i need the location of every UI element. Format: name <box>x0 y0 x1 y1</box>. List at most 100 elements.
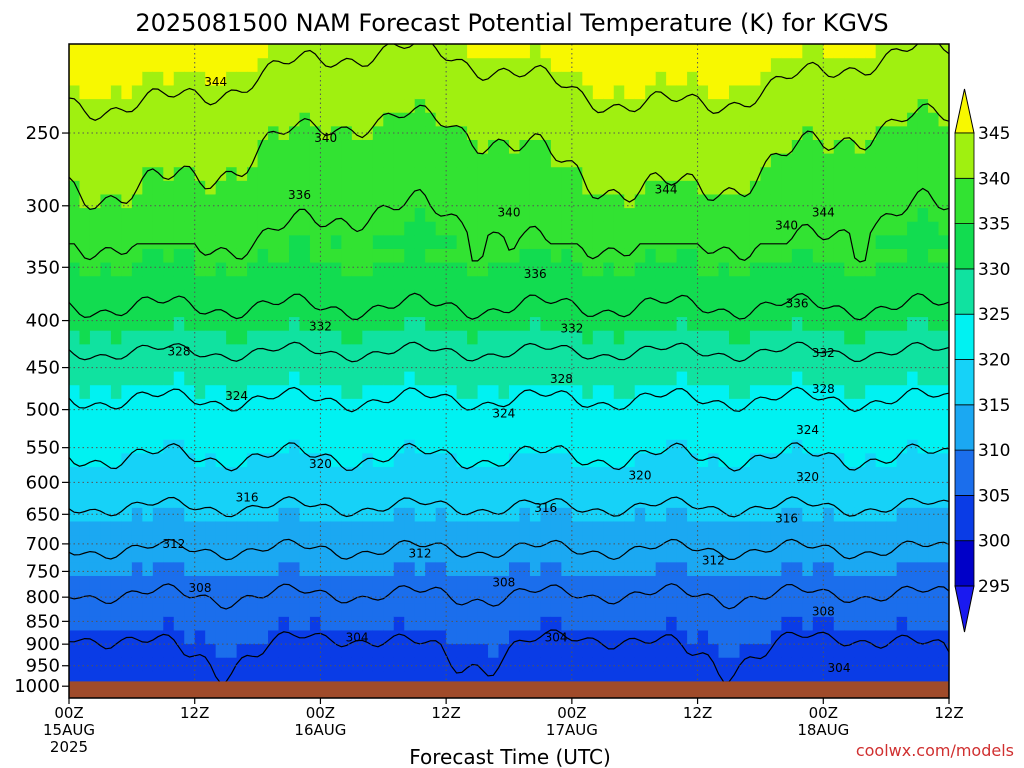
heatmap-cell <box>268 84 280 100</box>
contour-label-text: 320 <box>629 469 652 483</box>
heatmap-cell <box>404 248 416 263</box>
heatmap-cell <box>456 139 468 154</box>
heatmap-cell <box>79 139 91 154</box>
heatmap-cell <box>110 520 122 536</box>
heatmap-cell <box>770 112 782 127</box>
heatmap-cell <box>645 139 657 154</box>
heatmap-cell <box>844 425 856 440</box>
y-tick-label: 300 <box>26 196 60 217</box>
heatmap-cell <box>634 411 646 427</box>
heatmap-cell <box>749 180 762 195</box>
heatmap-cell <box>184 602 196 617</box>
credit-text[interactable]: coolwx.com/models <box>856 741 1014 760</box>
heatmap-cell <box>289 452 301 467</box>
heatmap-cell <box>938 657 949 672</box>
heatmap-cell <box>645 643 657 658</box>
heatmap-cell <box>844 302 856 318</box>
heatmap-cell <box>278 452 290 467</box>
heatmap-cell <box>739 289 751 304</box>
heatmap-cell <box>529 534 542 549</box>
heatmap-cell <box>907 248 919 263</box>
heatmap-cell <box>362 57 374 72</box>
heatmap-cell <box>330 343 342 358</box>
heatmap-cell <box>152 548 164 563</box>
heatmap-cell <box>477 193 489 209</box>
heatmap-cell <box>676 44 688 59</box>
heatmap-cell <box>561 166 573 181</box>
colorbar-swatch <box>954 177 975 225</box>
heatmap-cell <box>498 180 510 195</box>
heatmap-cell <box>194 139 206 154</box>
heatmap-cell <box>152 84 164 100</box>
heatmap-cell <box>69 452 81 467</box>
heatmap-cell <box>121 520 133 536</box>
heatmap-cell <box>289 411 301 427</box>
heatmap-cell <box>739 316 751 331</box>
heatmap-cell <box>603 629 615 645</box>
heatmap-cell <box>194 602 206 617</box>
heatmap-cell <box>247 275 259 290</box>
heatmap-cell <box>634 289 646 304</box>
heatmap-cell <box>613 234 625 249</box>
heatmap-cell <box>393 316 405 331</box>
heatmap-cell <box>226 44 238 59</box>
heatmap-cell <box>163 480 175 495</box>
heatmap-cell <box>184 316 196 331</box>
heatmap-cell <box>770 452 782 467</box>
heatmap-cell <box>509 466 521 481</box>
heatmap-cell <box>770 589 782 604</box>
heatmap-cell <box>205 439 217 454</box>
heatmap-cell <box>393 262 405 277</box>
heatmap-cell <box>540 71 552 86</box>
heatmap-cell <box>330 657 342 672</box>
heatmap-cell <box>184 71 196 86</box>
heatmap-cell <box>362 466 374 481</box>
heatmap-cell <box>571 316 583 331</box>
heatmap-cell <box>456 357 468 372</box>
heatmap-cell <box>687 166 699 181</box>
heatmap-cell <box>529 657 542 672</box>
heatmap-cell <box>770 98 782 113</box>
heatmap-cell <box>613 602 625 617</box>
heatmap-cell <box>791 125 803 140</box>
heatmap-cell <box>467 180 479 195</box>
heatmap-cell <box>571 71 583 86</box>
heatmap-cell <box>928 616 940 631</box>
heatmap-cell <box>236 125 248 140</box>
heatmap-cell <box>404 657 416 672</box>
heatmap-cell <box>110 343 122 358</box>
heatmap-cell <box>414 466 426 481</box>
heatmap-cell <box>383 98 395 113</box>
heatmap-cell <box>603 398 615 413</box>
heatmap-cell <box>173 139 185 154</box>
heatmap-cell <box>571 520 583 536</box>
heatmap-cell <box>351 221 363 236</box>
heatmap-cell <box>697 520 709 536</box>
heatmap-cell <box>529 507 542 522</box>
heatmap-cell <box>278 262 290 277</box>
heatmap-cell <box>571 180 583 195</box>
heatmap-cell <box>414 493 426 508</box>
heatmap-cell <box>184 670 196 685</box>
heatmap-cell <box>509 643 521 658</box>
heatmap-cell <box>341 548 353 563</box>
heatmap-cell <box>739 371 751 386</box>
heatmap-cell <box>655 493 667 508</box>
heatmap-cell <box>739 139 751 154</box>
heatmap-cell <box>802 371 814 386</box>
heatmap-cell <box>582 411 594 427</box>
heatmap-cell <box>592 629 604 645</box>
heatmap-cell <box>226 657 238 672</box>
heatmap-cell <box>781 262 793 277</box>
heatmap-cell <box>152 221 164 236</box>
heatmap-cell <box>467 589 479 604</box>
heatmap-cell <box>372 180 384 195</box>
heatmap-cell <box>205 575 217 590</box>
heatmap-cell <box>603 153 615 168</box>
heatmap-cell <box>257 357 269 372</box>
heatmap-cell <box>142 166 154 181</box>
heatmap-cell <box>205 343 217 358</box>
heatmap-cell <box>571 561 583 576</box>
heatmap-cell <box>205 398 217 413</box>
heatmap-cell <box>739 302 751 318</box>
